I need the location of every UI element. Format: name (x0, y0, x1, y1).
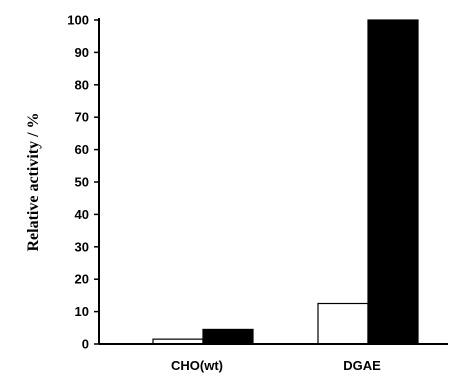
bar-dgae-series1 (318, 304, 368, 345)
y-axis-title: Relative activity / % (25, 112, 42, 251)
y-tick-label: 20 (75, 272, 89, 287)
y-tick-label: 0 (82, 337, 89, 352)
y-tick-label: 100 (67, 13, 89, 28)
y-tick-label: 90 (75, 45, 89, 60)
bar-dgae-series2 (368, 20, 418, 344)
y-tick-label: 80 (75, 77, 89, 92)
bar-chowt-series2 (203, 329, 253, 344)
x-categories-group: CHO(wt) DGAE (171, 358, 381, 373)
y-tick-label: 60 (75, 142, 89, 157)
y-tick-label: 50 (75, 175, 89, 190)
bars-group (153, 20, 418, 344)
y-ticks-group: 0 10 20 30 40 50 60 70 80 90 100 (67, 13, 99, 352)
y-tick-label: 10 (75, 304, 89, 319)
y-tick-label: 30 (75, 239, 89, 254)
y-tick-label: 70 (75, 110, 89, 125)
x-category-label: DGAE (343, 358, 381, 373)
y-tick-label: 40 (75, 207, 89, 222)
x-category-label: CHO(wt) (171, 358, 223, 373)
